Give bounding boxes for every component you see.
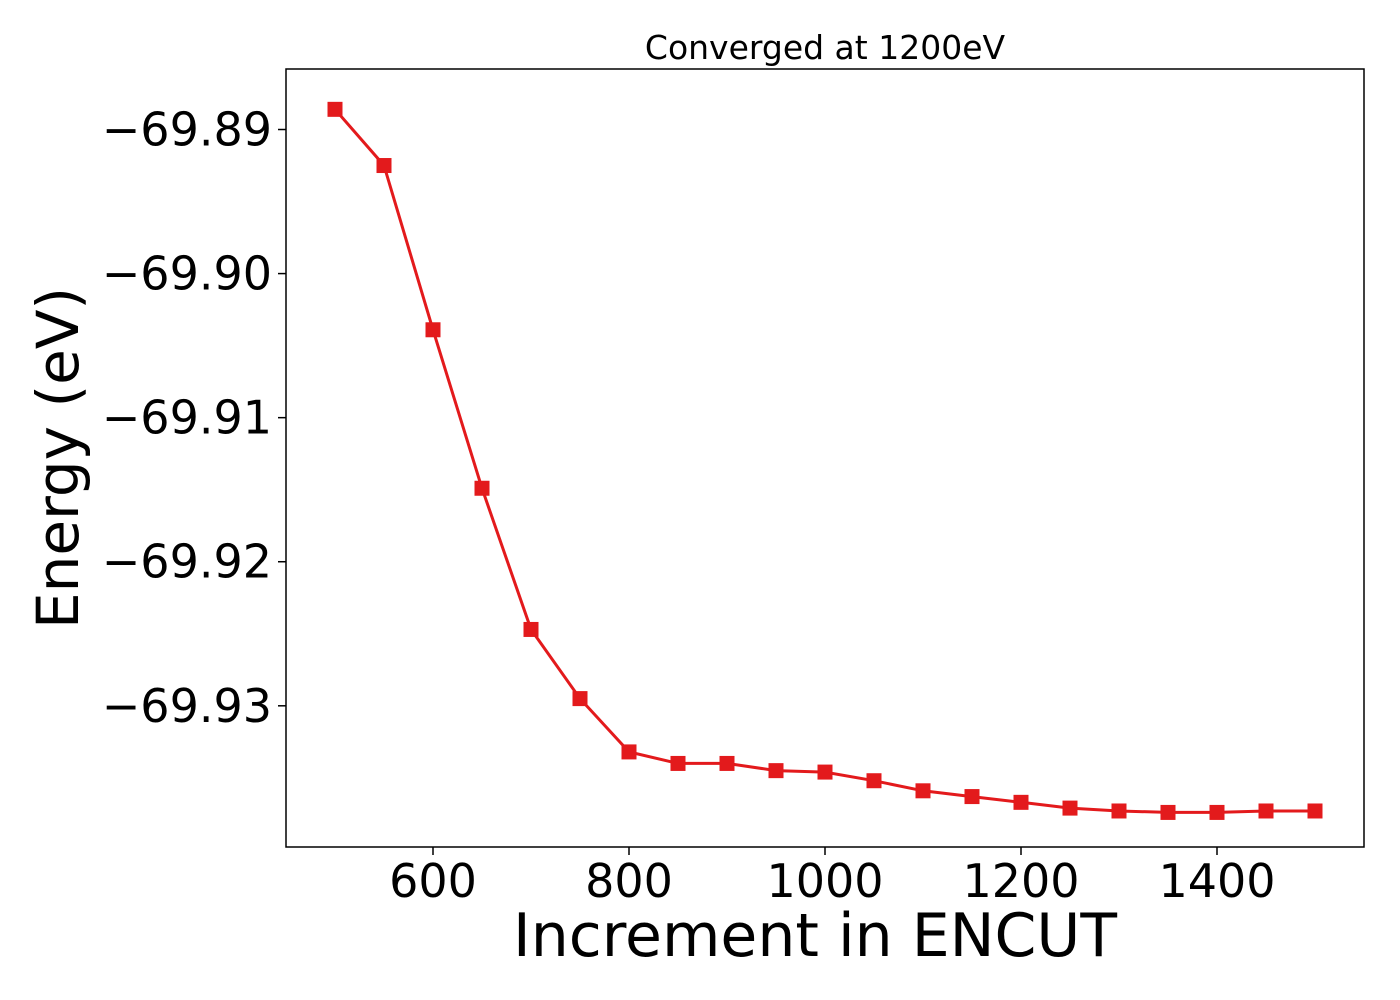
data-point <box>572 691 588 707</box>
x-tick-label: 800 <box>585 854 673 908</box>
x-tick-label: 600 <box>389 854 477 908</box>
y-tick-label: −69.93 <box>102 679 272 733</box>
data-point <box>964 789 980 805</box>
data-point <box>621 744 637 760</box>
data-point <box>1307 803 1323 819</box>
data-point <box>817 764 833 780</box>
data-point <box>670 755 686 771</box>
y-axis: −69.89 −69.90 −69.91 −69.92 −69.93 <box>102 103 286 733</box>
y-tick-label: −69.92 <box>102 535 272 589</box>
data-point <box>1258 803 1274 819</box>
y-tick-label: −69.90 <box>102 247 272 301</box>
x-axis-title: Increment in ENCUT <box>513 901 1117 971</box>
data-point <box>1160 804 1176 820</box>
data-point <box>376 158 392 174</box>
data-point <box>1209 804 1225 820</box>
data-point <box>327 101 343 117</box>
chart-title: Converged at 1200eV <box>645 28 1006 67</box>
data-point <box>1111 803 1127 819</box>
data-point <box>1062 800 1078 816</box>
data-point <box>474 480 490 496</box>
series-line <box>333 108 1315 814</box>
data-point <box>425 322 441 338</box>
x-tick-label: 1200 <box>962 854 1079 908</box>
x-tick-label: 1000 <box>766 854 883 908</box>
x-tick-label: 1400 <box>1158 854 1275 908</box>
x-axis: 600 800 1000 1200 1400 <box>389 847 1276 908</box>
data-point <box>866 773 882 789</box>
data-point <box>1013 794 1029 810</box>
data-point <box>915 783 931 799</box>
y-tick-label: −69.89 <box>102 103 272 157</box>
y-tick-label: −69.91 <box>102 391 272 445</box>
plot-area <box>285 68 1365 848</box>
data-point <box>719 755 735 771</box>
data-point <box>523 621 539 637</box>
y-axis-title: Energy (eV) <box>24 287 92 629</box>
data-point <box>768 763 784 779</box>
series-markers <box>327 101 1323 820</box>
